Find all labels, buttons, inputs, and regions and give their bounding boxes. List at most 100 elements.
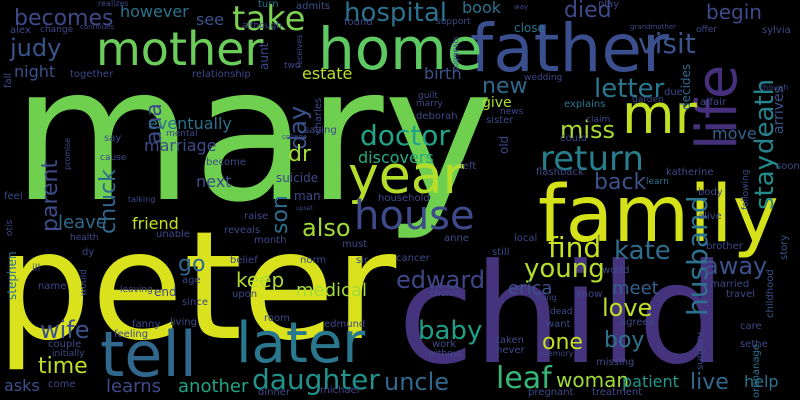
word-still: still [492,247,510,258]
word-marriage: marriage [144,136,217,155]
word-begin: begin [706,0,762,24]
word-fall: fall [3,72,14,88]
word-see: see [196,10,225,29]
word-since: since [182,297,208,308]
word-deborah: deborah [416,111,458,122]
word-young: young [524,254,605,284]
word-aunt: aunt [257,42,271,70]
word-live: live [690,370,729,395]
word-birth: birth [424,64,462,83]
word-way: way [514,3,529,11]
word-treatment: treatment [592,387,643,398]
word-guilt: guilt [418,91,438,101]
word-belief: belief [230,255,258,266]
word-wife: wife [40,316,90,344]
word-anne: anne [444,233,469,244]
word-norm: norm [300,255,327,266]
word-baby: baby [418,316,483,346]
word-continues: continues [80,23,115,31]
word-saying: saying [304,125,337,136]
word-peter: peter [0,200,397,374]
word-due: due [664,87,683,98]
word-fanny: fanny [132,319,161,330]
word-would: would [79,269,89,296]
word-doctor: doctor [360,119,450,152]
word-affair: affair [700,97,727,108]
word-story: story [779,234,790,260]
word-judy: judy [10,34,62,62]
word-patient: patient [622,372,679,391]
word-marry: marry [416,99,443,109]
word-offer: offer [696,25,717,35]
word-upon: upon [232,289,258,300]
word-wedding: wedding [524,73,563,83]
word-night: night [14,62,56,81]
word-erica: erica [508,278,553,299]
word-work: work [432,339,457,350]
word-end: end [154,285,177,299]
word-family: family [538,170,779,260]
word-flashback: flashback [536,167,584,178]
word-never: never [496,345,525,356]
word-dead: dead [550,307,573,317]
word-church: church [430,289,461,299]
word-missing: missing [596,357,635,368]
word-woman: woman [556,368,630,392]
word-leaf: leaf [496,361,552,396]
word-play: play [598,0,620,10]
word-brother: brother [706,241,743,252]
word-back: back [594,170,647,195]
word-stephen: stephen [5,251,19,300]
word-world: world [602,265,630,276]
word-leave: leave [58,212,107,233]
word-tell: tell [100,318,197,391]
word-learn: learn [646,177,669,187]
word-arrives: arrives [771,86,787,134]
word-charles: charles [313,97,324,134]
word-becomes: becomes [14,6,114,31]
word-say: say [104,133,122,144]
word-care: care [740,321,762,332]
word-memory: memory [540,349,574,358]
word-found: found [344,17,373,28]
word-support: admits [296,1,331,12]
word-body: body [698,187,723,198]
word-meet: meet [612,278,659,299]
word-feeling: feeling [114,329,149,340]
word-help: help [744,372,779,391]
word-couple: couple [48,339,82,350]
word-find: find [548,231,602,264]
word-upset: upset [296,205,313,212]
word-admits: support [436,17,471,27]
word-friend: friend [132,214,179,233]
word-month: month [254,235,287,246]
word-time: time [38,354,88,379]
word-letter: letter [594,74,665,104]
word-child: child [398,234,726,395]
word-return: return [540,139,644,179]
word-mental: mental [166,129,198,139]
word-age: age [182,275,201,286]
word-otis: otis [5,219,15,236]
word-must: must [342,239,368,250]
word-claim: claim [586,115,611,125]
word-unable: unable [156,229,191,240]
word-want: want [546,319,571,330]
word-thing: thing [536,293,557,302]
word-change: change [40,25,74,35]
word-house: house [354,193,475,239]
word-health: health [70,233,99,243]
word-leaving: leaving [120,285,153,295]
word-home: home [318,15,483,83]
word-feel: feel [4,191,23,202]
word-katherine: katherine [666,167,714,178]
word-discovers: discovers [358,148,434,167]
word-dinner: dinner [258,387,291,398]
word-turn: turn [258,0,279,10]
word-local: local [514,233,538,244]
word-although: although [242,21,282,31]
word-grandmother: grandmother [630,23,676,31]
word-news: news [500,107,524,117]
word-suggests: suggests [451,36,460,72]
